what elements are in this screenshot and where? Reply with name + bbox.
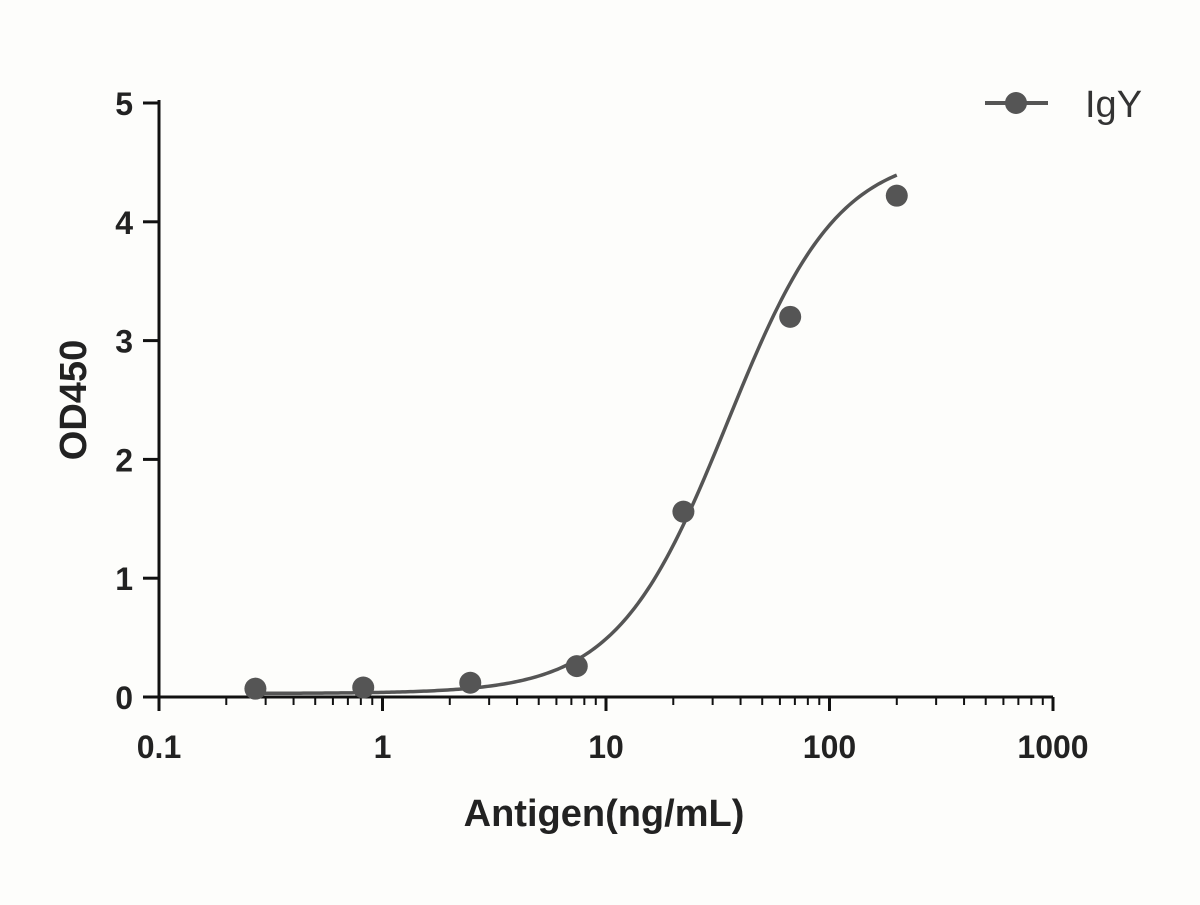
y-tick-label: 5 xyxy=(115,86,133,122)
y-tick-label: 0 xyxy=(115,680,133,716)
data-point xyxy=(352,676,375,699)
data-point xyxy=(779,305,802,328)
data-point xyxy=(885,184,908,207)
data-point xyxy=(244,677,267,700)
x-tick-label: 10 xyxy=(588,729,624,765)
y-tick-label: 3 xyxy=(115,324,133,360)
x-axis-title: Antigen(ng/mL) xyxy=(464,793,745,835)
x-tick-label: 1000 xyxy=(1017,729,1088,765)
x-tick-label: 100 xyxy=(803,729,856,765)
y-axis-title: OD450 xyxy=(53,340,95,460)
data-point xyxy=(459,671,482,694)
ticks: 0.1 1 10 100 1000 0 1 2 3 4 5 xyxy=(115,86,1088,765)
data-point xyxy=(565,655,588,678)
data-points xyxy=(244,184,908,700)
legend-label-igy: IgY xyxy=(1085,84,1142,126)
y-tick-label: 4 xyxy=(115,205,133,241)
fit-curves xyxy=(255,173,898,696)
fit-curve-igy xyxy=(255,173,898,696)
x-tick-label: 0.1 xyxy=(137,729,181,765)
data-point xyxy=(672,500,695,523)
legend: IgY xyxy=(985,84,1142,126)
legend-marker xyxy=(1005,92,1027,114)
y-tick-label: 2 xyxy=(115,442,133,478)
x-tick-label: 1 xyxy=(374,729,392,765)
axes xyxy=(157,100,1053,699)
y-tick-label: 1 xyxy=(115,561,133,597)
